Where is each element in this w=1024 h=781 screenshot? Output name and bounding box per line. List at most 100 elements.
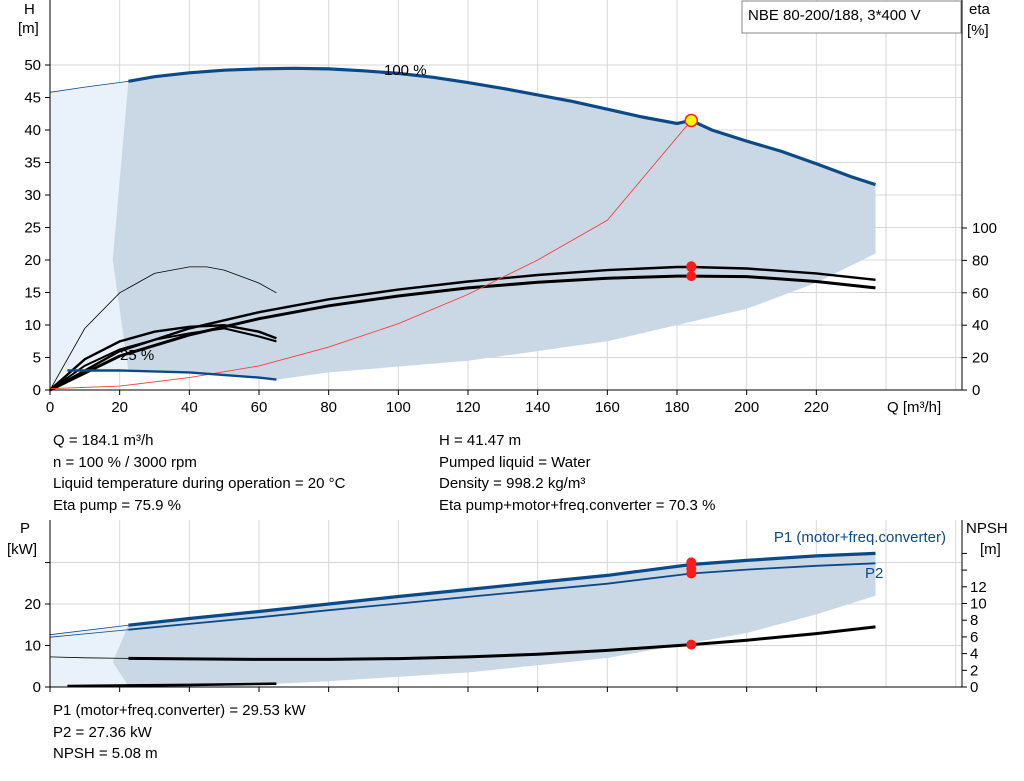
power-point-marker [686, 568, 697, 579]
bottom-y-tick-label: 0 [33, 679, 41, 696]
bottom-y-axis-label: P [20, 520, 30, 537]
top-y-tick-label: 30 [24, 187, 41, 204]
bottom-chart-markers [686, 557, 697, 650]
top-x-tick-label: 20 [111, 399, 128, 416]
head-100-curve [128, 66, 876, 187]
info-bottom: P1 (motor+freq.converter) = 29.53 kW P2 … [53, 700, 306, 765]
bottom-y2-tick-label: 2 [970, 662, 978, 679]
top-x-tick-label: 220 [804, 399, 829, 416]
head-extension-curve [49, 80, 129, 93]
title-box-text: NBE 80-200/188, 3*400 V [748, 7, 921, 24]
bottom-y2-tick-label: 6 [970, 629, 978, 646]
eta-total-curve [49, 274, 876, 392]
bottom-y2-tick-label: 0 [970, 679, 978, 696]
bottom-y2-axis-label: NPSH [966, 520, 1008, 537]
top-y-tick-label: 25 [24, 220, 41, 237]
eta-pump-curve [49, 265, 876, 392]
info-head: H = 41.47 m [439, 432, 522, 449]
top-y2-axis-label: eta [969, 1, 991, 18]
bottom-operating-envelope [112, 553, 876, 686]
top-y-tick-label: 5 [33, 350, 41, 367]
bottom-y2-tick-label: 4 [970, 646, 978, 663]
bottom-y-tick-label: 10 [24, 638, 41, 655]
top-y2-tick-label: 20 [972, 350, 989, 367]
bottom-chart-envelope [50, 553, 876, 687]
info-eta-total: Eta pump+motor+freq.converter = 70.3 % [439, 496, 716, 514]
top-x-tick-label: 0 [46, 399, 54, 416]
top-chart-markers [684, 113, 699, 282]
top-y-tick-label: 35 [24, 155, 41, 172]
top-y-tick-label: 45 [24, 90, 41, 107]
bottom-y2-tick-label: 10 [970, 596, 987, 613]
duty-point-marker [684, 113, 699, 128]
power-25-curve [67, 682, 277, 688]
top-y2-axis-unit: [%] [967, 22, 989, 39]
top-x-tick-label: 40 [181, 399, 198, 416]
top-x-tick-label: 80 [320, 399, 337, 416]
info-left: Q = 184.1 m³/h n = 100 % / 3000 rpm Liqu… [53, 430, 345, 516]
top-y-tick-label: 20 [24, 252, 41, 269]
info-npsh: NPSH = 5.08 m [53, 745, 158, 762]
eta-point-marker [686, 271, 697, 282]
speed-label-25: 25 % [120, 347, 154, 364]
top-y2-tick-label: 40 [972, 317, 989, 334]
bottom-y2-tick-label: 12 [970, 579, 987, 596]
top-y-tick-label: 40 [24, 122, 41, 139]
info-eta-pump: Eta pump = 75.9 % [53, 496, 181, 514]
top-x-tick-label: 140 [525, 399, 550, 416]
info-right: H = 41.47 m Pumped liquid = Water Densit… [439, 430, 715, 516]
eta-total-25-curve [49, 327, 277, 391]
top-y2-tick-label: 60 [972, 285, 989, 302]
top-y-tick-label: 0 [33, 382, 41, 399]
top-x-tick-label: 160 [595, 399, 620, 416]
top-y2-tick-label: 100 [972, 220, 997, 237]
power-extension-curve [49, 624, 129, 636]
top-chart-series: 100 % 25 % [49, 62, 876, 392]
bottom-y2-tick-label: 8 [970, 612, 978, 629]
eta-thin-curve [49, 266, 277, 391]
bottom-y2-axis-unit: [m] [980, 541, 1001, 558]
npsh-point-marker [686, 639, 697, 650]
eta-pump-25-curve [49, 323, 277, 391]
npsh-curve [128, 625, 876, 661]
info-pumped-liquid: Pumped liquid = Water [439, 453, 591, 471]
info-p2: P2 = 27.36 kW [53, 723, 152, 741]
top-y-tick-label: 10 [24, 317, 41, 334]
bottom-chart-series: P1 (motor+freq.converter) P2 [49, 529, 946, 688]
top-y-axis-unit: [m] [18, 20, 39, 37]
top-x-tick-label: 200 [734, 399, 759, 416]
top-y-axis-label: H [24, 1, 35, 18]
speed-label-100: 100 % [384, 62, 427, 79]
top-x-tick-label: 180 [664, 399, 689, 416]
info-liquid-temp: Liquid temperature during operation = 20… [53, 475, 346, 492]
power2-extension-curve [49, 629, 129, 638]
bottom-y-tick-label: 20 [24, 596, 41, 613]
npsh-extension-curve [49, 656, 129, 659]
head-25-curve [67, 369, 277, 381]
eta-point-marker [686, 262, 697, 273]
bottom-y-axis-unit: [kW] [7, 541, 37, 558]
info-density: Density = 998.2 kg/m³ [439, 475, 586, 492]
bottom-extension-region [50, 625, 129, 687]
info-p1: P1 (motor+freq.converter) = 29.53 kW [53, 702, 306, 719]
p2-series-label: P2 [865, 565, 883, 582]
p1-curve [128, 551, 876, 627]
operating-envelope [112, 68, 876, 380]
top-x-tick-label: 120 [455, 399, 480, 416]
extension-region [50, 81, 129, 391]
top-x-axis-label: Q [m³/h] [887, 399, 941, 416]
system-curve [49, 120, 692, 390]
top-chart-axes: 0 20 40 60 80 100 120 140 160 180 200 2200510152025… [18, 0, 997, 416]
info-flow: Q = 184.1 m³/h [53, 432, 154, 449]
top-x-tick-label: 100 [386, 399, 411, 416]
top-y-tick-label: 50 [24, 57, 41, 74]
top-x-tick-label: 60 [251, 399, 268, 416]
p2-curve [128, 562, 876, 631]
top-chart-envelope [50, 68, 876, 391]
top-y2-tick-label: 80 [972, 252, 989, 269]
p1-series-label: P1 (motor+freq.converter) [774, 529, 946, 546]
top-y2-tick-label: 0 [972, 382, 980, 399]
title-box [741, 0, 962, 34]
